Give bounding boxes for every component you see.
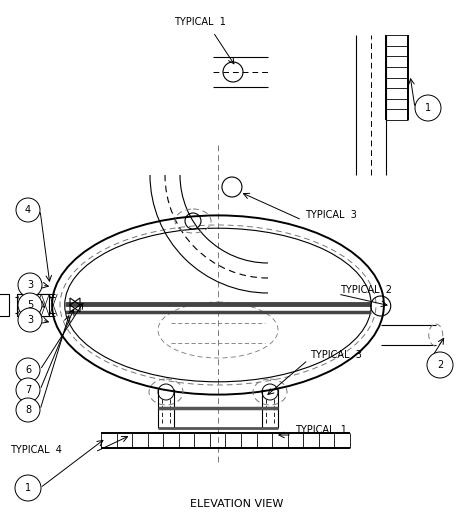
Text: 6: 6 xyxy=(25,365,31,375)
Text: 2: 2 xyxy=(437,360,443,370)
Text: TYPICAL  2: TYPICAL 2 xyxy=(340,285,392,295)
Text: 5: 5 xyxy=(27,300,33,310)
Text: TYPICAL  3: TYPICAL 3 xyxy=(305,210,357,220)
Text: 3: 3 xyxy=(27,315,33,325)
Circle shape xyxy=(15,475,41,501)
Circle shape xyxy=(18,293,42,317)
Text: ELEVATION VIEW: ELEVATION VIEW xyxy=(191,499,283,509)
Circle shape xyxy=(16,378,40,402)
Circle shape xyxy=(415,95,441,121)
Text: TYPICAL  3: TYPICAL 3 xyxy=(310,350,362,360)
Text: TYPICAL  4: TYPICAL 4 xyxy=(10,445,62,455)
Text: 7: 7 xyxy=(25,385,31,395)
Bar xyxy=(0,294,9,316)
Circle shape xyxy=(16,198,40,222)
Circle shape xyxy=(18,273,42,297)
Text: 3: 3 xyxy=(27,280,33,290)
Text: 4: 4 xyxy=(25,205,31,215)
Circle shape xyxy=(18,308,42,332)
Text: 1: 1 xyxy=(425,103,431,113)
Text: TYPICAL  1: TYPICAL 1 xyxy=(295,425,347,435)
Circle shape xyxy=(427,352,453,378)
Bar xyxy=(17,294,49,316)
Text: 8: 8 xyxy=(25,405,31,415)
Circle shape xyxy=(16,358,40,382)
Text: TYPICAL  1: TYPICAL 1 xyxy=(174,17,226,27)
Text: 1: 1 xyxy=(25,483,31,493)
Circle shape xyxy=(16,398,40,422)
